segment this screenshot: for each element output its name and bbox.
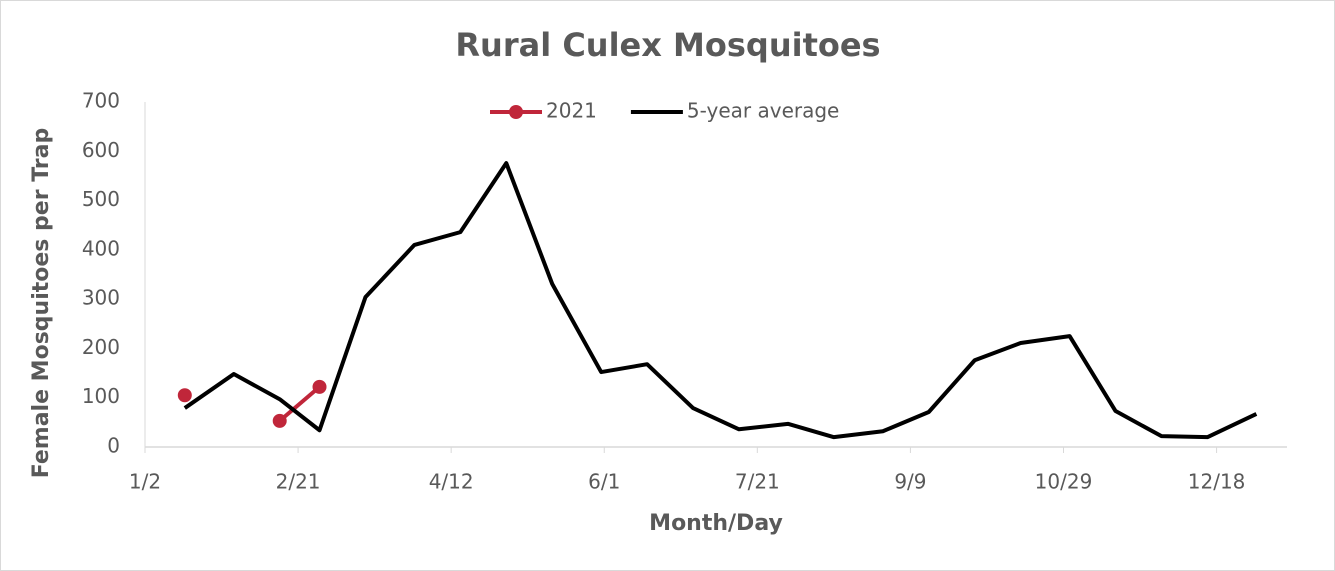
x-tick-label: 10/29 bbox=[1035, 470, 1093, 494]
marker bbox=[177, 388, 192, 403]
x-tick-label: 4/12 bbox=[429, 470, 474, 494]
x-tick-label: 1/2 bbox=[129, 470, 161, 494]
y-tick-label: 500 bbox=[82, 187, 120, 211]
marker bbox=[272, 413, 287, 428]
legend-label: 5-year average bbox=[687, 99, 839, 123]
legend-label: 2021 bbox=[546, 99, 597, 123]
y-tick-label: 200 bbox=[82, 335, 120, 359]
y-tick-label: 700 bbox=[82, 89, 120, 113]
marker bbox=[312, 379, 327, 394]
x-tick-label: 12/18 bbox=[1188, 470, 1246, 494]
x-tick-label: 9/9 bbox=[894, 470, 926, 494]
line bbox=[183, 161, 1258, 440]
chart-title: Rural Culex Mosquitoes bbox=[455, 26, 880, 64]
x-tick-label: 2/21 bbox=[276, 470, 321, 494]
x-axis-title: Month/Day bbox=[649, 511, 783, 536]
y-tick-label: 400 bbox=[82, 236, 120, 260]
x-tick-label: 7/21 bbox=[735, 470, 780, 494]
legend-marker bbox=[509, 105, 523, 119]
y-tick-label: 100 bbox=[82, 384, 120, 408]
y-tick-label: 600 bbox=[82, 138, 120, 162]
y-tick-label: 0 bbox=[107, 434, 120, 458]
y-tick-label: 300 bbox=[82, 286, 120, 310]
y-axis-title: Female Mosquitoes per Trap bbox=[29, 128, 54, 479]
x-tick-label: 6/1 bbox=[588, 470, 620, 494]
line bbox=[278, 385, 321, 423]
